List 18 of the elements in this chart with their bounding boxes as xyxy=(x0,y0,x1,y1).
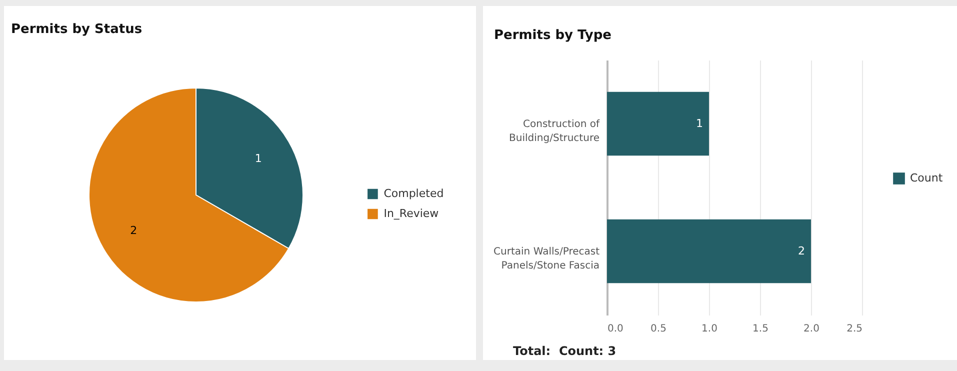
chart-title: Permits by Status xyxy=(11,22,142,37)
text: Total: Count: 3 xyxy=(513,344,616,358)
data-label: 2 xyxy=(130,224,138,237)
legend-label: In_Review xyxy=(384,207,439,220)
y-tick-label: Construction of Building/Structure xyxy=(509,118,600,144)
data-label: 1 xyxy=(696,116,703,130)
x-tick-label: 0.5 xyxy=(650,324,666,334)
y-tick-label: Curtain Walls/Precast Panels/Stone Fascia xyxy=(494,246,600,272)
x-tick-label: 2.0 xyxy=(804,324,820,334)
chart-title: Permits by Type xyxy=(494,28,612,43)
legend-label: Completed xyxy=(384,187,444,200)
x-tick-label: 1.0 xyxy=(702,324,718,334)
data-label: 1 xyxy=(254,152,262,165)
legend-label: Count xyxy=(910,172,944,184)
x-tick-label: 0.0 xyxy=(608,324,624,334)
x-tick-label: 2.5 xyxy=(846,324,862,334)
data-label: 2 xyxy=(798,244,805,258)
x-tick-label: 1.5 xyxy=(752,324,768,334)
